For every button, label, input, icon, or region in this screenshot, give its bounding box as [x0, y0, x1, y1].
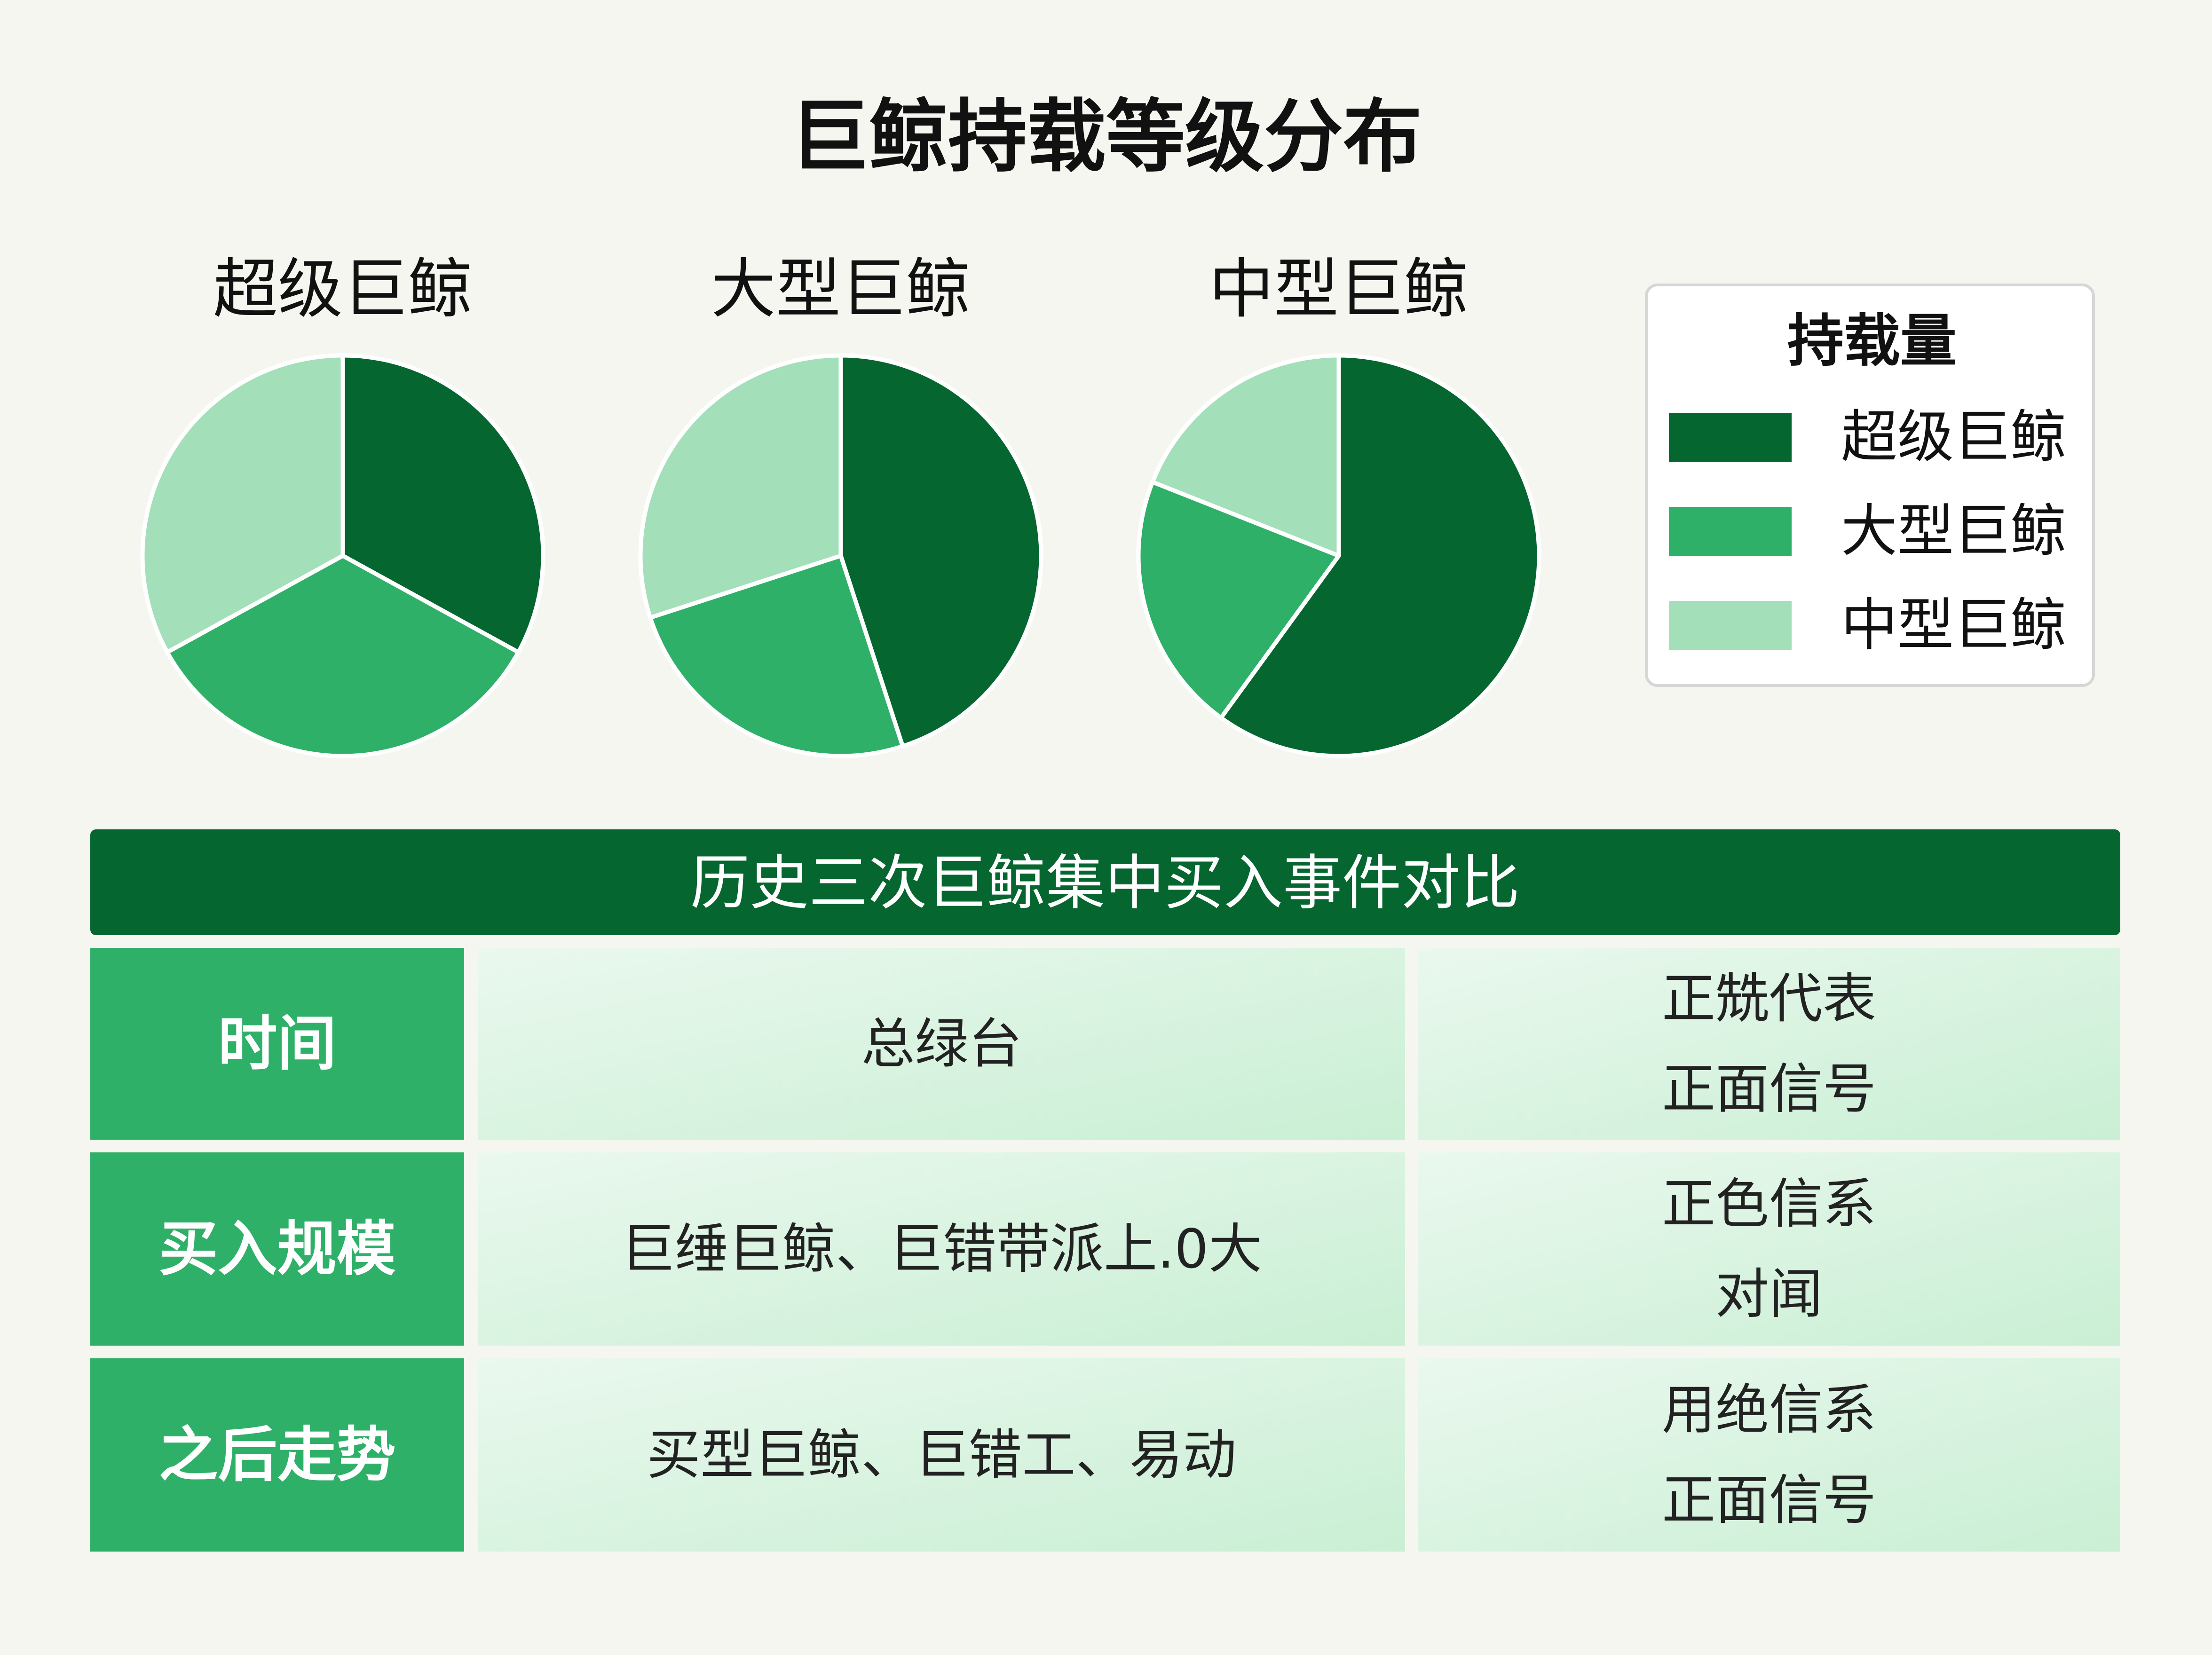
legend-swatch [1669, 601, 1792, 650]
legend-label: 大型巨鲸 [1841, 499, 2067, 564]
pie-title: 中型巨鲸 [1209, 252, 1469, 327]
pie-title: 超级巨鲸 [213, 252, 473, 327]
cell-text: 正兟代表 [1662, 968, 1876, 1030]
legend-title: 持载量 [1787, 309, 1957, 374]
row-header-cell [90, 1152, 464, 1346]
cell-text: 巨缍巨鲸、巨错带派上.0大 [621, 1218, 1262, 1280]
cell-text: 对闻 [1715, 1263, 1823, 1325]
row-header-cell [90, 948, 464, 1140]
main-title: 巨鲸持载等级分布 [790, 91, 1422, 183]
pie-slice [140, 353, 345, 654]
cell-text: 正面信号 [1662, 1469, 1876, 1531]
legend-swatch [1669, 507, 1792, 556]
pie-slice [648, 553, 905, 758]
pie-slice [340, 353, 545, 654]
cell-text: 买型巨鲸、巨错工、易动 [647, 1424, 1236, 1486]
pie-slice [1136, 480, 1341, 720]
row-header-text: 时间 [218, 1009, 337, 1079]
cell-text: 总绿台 [861, 1013, 1022, 1075]
table-cell [1418, 1152, 2120, 1346]
legend-label: 中型巨鲸 [1841, 593, 2067, 658]
cell-text: 用绝信系 [1662, 1379, 1876, 1441]
table-cell [478, 1358, 1405, 1552]
legend-box [1645, 284, 2095, 687]
pie-slice [1219, 353, 1541, 758]
table-cell [478, 1152, 1405, 1346]
cell-text: 正面信号 [1662, 1058, 1876, 1120]
legend-label: 超级巨鲸 [1841, 405, 2067, 470]
pie-slice [1150, 353, 1341, 558]
pie-title: 大型巨鲸 [711, 252, 971, 327]
row-header-text: 之后走势 [159, 1420, 396, 1490]
table-cell [478, 948, 1405, 1140]
table-title: 历史三次巨鲸集中买入事件对比 [690, 849, 1520, 918]
row-header-text: 买入规模 [159, 1214, 396, 1284]
row-header-cell [90, 1358, 464, 1552]
table-cell [1418, 948, 2120, 1140]
cell-text: 正色信系 [1662, 1173, 1876, 1235]
pie-slice [838, 353, 1043, 749]
pie-slice [638, 353, 843, 620]
legend-swatch [1669, 413, 1792, 462]
table-cell [1418, 1358, 2120, 1552]
table-header [90, 829, 2120, 935]
